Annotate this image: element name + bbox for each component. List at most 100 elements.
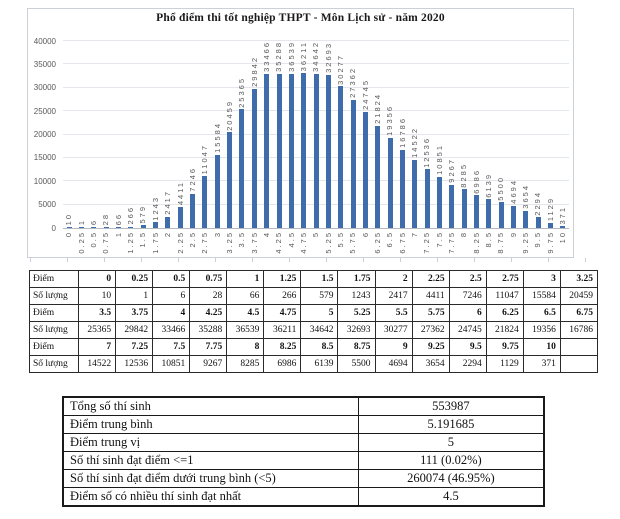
x-tick-label: 8.75 [496, 231, 506, 254]
bar-cell: 1129 [544, 41, 556, 228]
score-row: Điểm 3.5 3.75 4 4.25 4.5 4.75 5 5.25 5.5 5.75 6 6.25… [29, 304, 599, 322]
bar-cell: 12536 [421, 41, 433, 228]
x-tick: 6.5 [384, 231, 396, 247]
x-tick: 9.5 [532, 231, 544, 247]
x-tick-label: 8.25 [471, 231, 481, 254]
score-row-label: Điểm [29, 338, 79, 356]
bar [511, 206, 517, 228]
x-tick-label: 0.75 [101, 231, 111, 254]
score-cell: 5.75 [411, 304, 450, 322]
score-cell: 9 [374, 338, 413, 356]
score-cell: 24745 [448, 321, 487, 339]
score-cell: 6.5 [522, 304, 561, 322]
x-tick-label: 8.5 [484, 231, 494, 248]
x-tick: 0.75 [100, 231, 112, 254]
bar-value-label: 30277 [335, 53, 345, 85]
x-tick-label: 9.25 [521, 231, 531, 254]
score-cell: 9.5 [448, 338, 487, 356]
bar [177, 207, 183, 228]
bar-cell: 6986 [470, 41, 482, 228]
bar-cell: 1243 [149, 41, 161, 228]
summary-table-body: Tổng số thí sinh 553987 Điểm trung bình 5.1… [62, 396, 545, 507]
x-tick: 6.25 [372, 231, 384, 254]
x-tick: 10 [557, 231, 569, 243]
score-cell: 27362 [411, 321, 450, 339]
x-tick: 3.5 [236, 231, 248, 247]
x-tick: 5 [310, 231, 322, 237]
x-tick-label: 4 [261, 231, 271, 238]
bar [535, 217, 541, 228]
bar-cell: 25365 [236, 41, 248, 228]
score-cell: 8285 [226, 355, 265, 373]
score-cell: 36539 [226, 321, 265, 339]
bar-value-label: 35288 [274, 41, 284, 72]
x-tick-label: 5.25 [323, 231, 333, 254]
bar-value-label: 25365 [237, 76, 247, 108]
score-cell: 21824 [485, 321, 524, 339]
bar-value-label: 1129 [545, 196, 555, 221]
score-row: Số lượng 14522 12536 10851 9267 8285 6986 6139 5… [29, 355, 599, 373]
x-tick: 7.25 [421, 231, 433, 254]
bar [399, 149, 405, 228]
bar-cell: 30277 [335, 41, 347, 228]
bar [91, 227, 97, 228]
score-cell: 3.25 [559, 270, 599, 288]
x-tick-label: 0 [64, 231, 74, 238]
score-cell: 16786 [559, 321, 599, 339]
x-tick-label: 3.25 [224, 231, 234, 254]
score-cell: 7246 [448, 287, 487, 305]
bar [362, 112, 368, 228]
score-cell: 29842 [115, 321, 154, 339]
x-tick-label: 6.25 [373, 231, 383, 254]
x-tick-label: 10 [558, 231, 568, 244]
summary-label: Điểm số có nhiều thí sinh đạt nhất [62, 487, 359, 507]
axis-tick-strip [30, 258, 598, 262]
x-tick-label: 3.75 [249, 231, 259, 254]
summary-value: 111 (0.02%) [357, 451, 545, 470]
x-tick: 5.75 [347, 231, 359, 254]
bar [301, 73, 307, 228]
x-tick: 7.5 [433, 231, 445, 247]
bar-cell: 2417 [162, 41, 174, 228]
score-cell: 10 [77, 287, 117, 305]
y-tick-label: 40000 [33, 36, 56, 46]
y-tick-label: 30000 [33, 83, 56, 93]
summary-row: Số thí sinh đạt điểm <=1 111 (0.02%) [62, 451, 545, 470]
x-tick-label: 7.75 [447, 231, 457, 254]
score-cell: 5.25 [337, 304, 376, 322]
y-axis-labels: 0 5000 10000 15000 20000 25000 30000 35000 40000 [28, 37, 58, 233]
x-tick: 1.25 [125, 231, 137, 254]
score-cell: 2.75 [485, 270, 524, 288]
x-tick: 9.25 [520, 231, 532, 254]
x-tick: 1 [112, 231, 124, 237]
x-tick-label: 2 [163, 231, 173, 238]
x-tick-label: 4.25 [274, 231, 284, 254]
bar-cell: 36539 [285, 41, 297, 228]
bar-value-label: 12536 [422, 136, 432, 168]
score-row-label: Số lượng [29, 321, 79, 339]
bar-value-label: 34642 [311, 41, 321, 72]
score-cell: 5500 [337, 355, 376, 373]
bar [350, 100, 356, 228]
x-tick-label: 1.75 [150, 231, 160, 254]
score-cell: 2 [374, 270, 413, 288]
score-row-label: Điểm [29, 270, 79, 288]
score-cell: 2417 [374, 287, 413, 305]
x-tick: 4.5 [285, 231, 297, 247]
score-table: Điểm 0 0.25 0.5 0.75 1 1.25 1.5 1.75 2 2.25 2.5 2.75… [29, 270, 599, 373]
score-row: Số lượng 25365 29842 33466 35288 36539 36211 34… [29, 321, 599, 339]
score-cell: 0.25 [115, 270, 154, 288]
score-row-label: Số lượng [29, 355, 79, 373]
bar-cell: 10851 [433, 41, 445, 228]
bar-cell: 32693 [322, 41, 334, 228]
bar [338, 86, 344, 228]
score-cell: 8.25 [263, 338, 302, 356]
bar-cell: 19356 [384, 41, 396, 228]
bar-cell: 7246 [186, 41, 198, 228]
score-cell: 36211 [263, 321, 302, 339]
score-cell: 4694 [374, 355, 413, 373]
score-cell: 4411 [411, 287, 450, 305]
summary-label: Điểm trung bình [62, 415, 359, 434]
bar-value-label: 10851 [434, 144, 444, 176]
score-cell: 266 [263, 287, 302, 305]
